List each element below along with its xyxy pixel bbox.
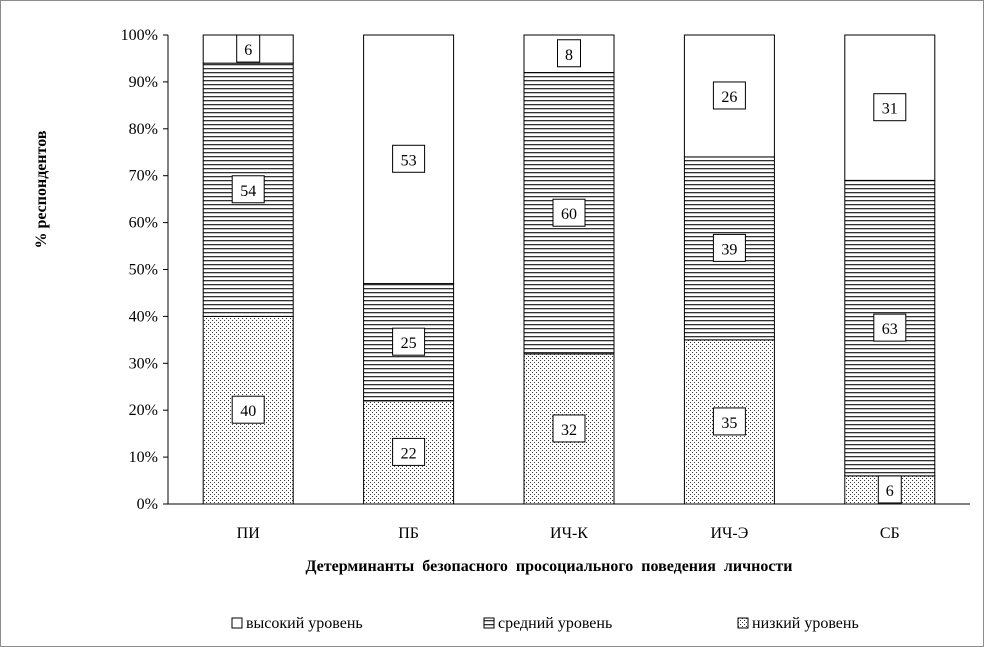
legend-swatch	[483, 617, 495, 629]
data-label: 8	[557, 39, 581, 68]
data-label-box	[236, 34, 261, 63]
legend-item: средний уровень	[483, 615, 612, 632]
data-label: 40	[231, 395, 265, 424]
y-tick-label: 90%	[129, 74, 158, 91]
data-label-text: 22	[401, 445, 417, 462]
data-label-text: 54	[240, 183, 256, 200]
y-tick-label: 80%	[129, 121, 158, 138]
legend-label: низкий уровень	[752, 615, 859, 632]
x-tick-label: ПБ	[398, 525, 419, 542]
data-label-text: 32	[561, 422, 577, 439]
data-label-box	[712, 407, 746, 436]
data-label-box	[231, 175, 265, 204]
y-axis-title: % респондентов	[33, 130, 50, 248]
legend: высокий уровень средний уровень низкий уро…	[231, 615, 859, 632]
data-label-box	[392, 437, 426, 466]
y-tick-label: 40%	[129, 308, 158, 325]
data-label-box	[552, 414, 586, 443]
data-label-text: 40	[240, 403, 256, 420]
y-tick-label: 20%	[129, 402, 158, 419]
data-label-box	[231, 395, 265, 424]
y-tick-label: 70%	[129, 168, 158, 185]
data-label-text: 53	[401, 152, 417, 169]
data-label-text: 26	[721, 89, 737, 106]
data-label: 60	[552, 198, 586, 227]
x-tick-label: ИЧ-К	[550, 525, 588, 542]
data-label: 39	[712, 233, 746, 262]
data-label-box	[557, 39, 581, 68]
y-tick-label: 60%	[129, 215, 158, 232]
legend-item: высокий уровень	[231, 615, 363, 632]
data-label: 31	[873, 93, 907, 122]
legend-swatch	[231, 617, 243, 629]
y-axis: 0% 10% 20% 30% 40% 50% 60% 70% 80% 90% 100%	[121, 27, 169, 513]
data-label-box	[712, 81, 746, 110]
data-label-box	[877, 475, 902, 504]
data-label: 26	[712, 81, 746, 110]
data-label-box	[552, 198, 586, 227]
data-label: 6	[236, 34, 261, 63]
data-label-box	[712, 233, 746, 262]
data-label: 53	[392, 144, 426, 173]
plot-area: 40 54 6 22 25 53 32 60 8 35 39 26 6 63 31	[202, 34, 936, 505]
data-label: 63	[873, 313, 907, 342]
data-label-text: 6	[244, 42, 252, 59]
x-axis: ПИ ПБ ИЧ-К ИЧ-Э СБ	[168, 503, 970, 542]
data-label-text: 63	[882, 321, 898, 338]
legend-label: высокий уровень	[246, 615, 363, 632]
data-label-text: 8	[565, 47, 573, 64]
data-label-box	[873, 313, 907, 342]
data-label-box	[873, 93, 907, 122]
data-label-box	[392, 327, 426, 356]
data-label: 6	[877, 475, 902, 504]
data-label-box	[392, 144, 426, 173]
y-tick-label: 10%	[129, 449, 158, 466]
data-label: 25	[392, 327, 426, 356]
legend-swatch	[737, 617, 749, 629]
y-tick-label: 50%	[129, 262, 158, 279]
data-label: 32	[552, 414, 586, 443]
data-label: 22	[392, 437, 426, 466]
x-tick-label: СБ	[880, 525, 900, 542]
y-tick-label: 100%	[121, 27, 158, 44]
data-label-text: 25	[401, 335, 417, 352]
legend-label: средний уровень	[498, 615, 612, 632]
data-label-text: 31	[882, 101, 898, 118]
y-tick-label: 30%	[129, 355, 158, 372]
x-tick-label: ПИ	[237, 525, 261, 542]
data-label-text: 35	[721, 415, 737, 432]
data-label-text: 39	[721, 241, 737, 258]
data-label: 54	[231, 175, 265, 204]
x-tick-label: ИЧ-Э	[710, 525, 748, 542]
data-label-text: 60	[561, 206, 577, 223]
bar-segment	[683, 156, 775, 341]
legend-item: низкий уровень	[737, 615, 859, 632]
data-label-text: 6	[886, 483, 894, 500]
y-tick-label: 0%	[137, 496, 158, 513]
x-axis-title: Детерминанты безопасного просоциального …	[305, 558, 792, 575]
data-label: 35	[712, 407, 746, 436]
